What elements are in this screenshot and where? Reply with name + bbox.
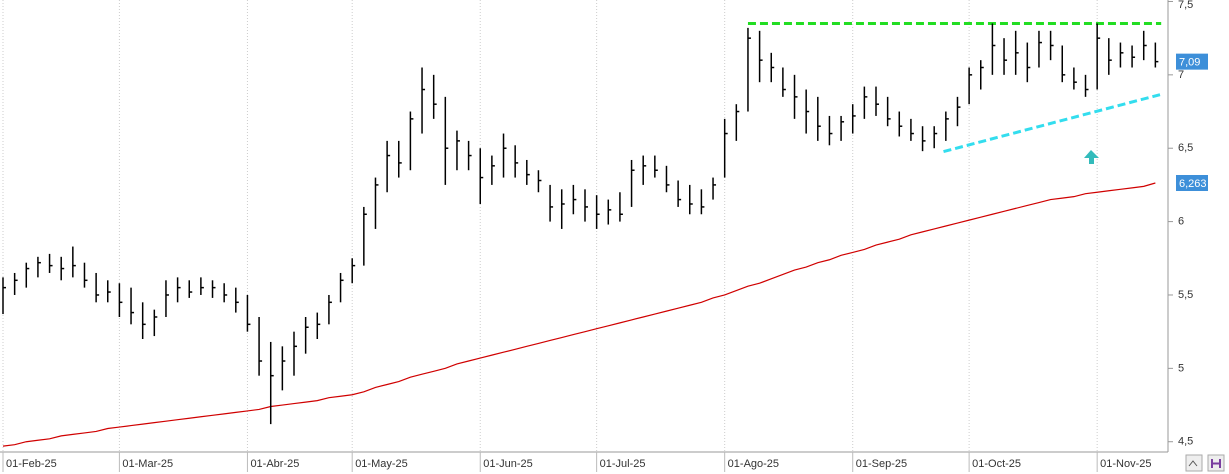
x-tick-label: 01-Ago-25 [728, 458, 779, 470]
trendline [943, 93, 1161, 154]
y-tick-label: 5 [1178, 362, 1184, 374]
x-tick-label: 01-Feb-25 [6, 458, 57, 470]
y-tick-label: 4,5 [1178, 436, 1193, 448]
x-tick-label: 01-Jul-25 [600, 458, 646, 470]
signal-arrow [1084, 150, 1099, 164]
y-tick-label: 5,5 [1178, 289, 1193, 301]
x-tick-label: 01-Oct-25 [972, 458, 1021, 470]
price-tag-label: 6,263 [1179, 178, 1207, 190]
moving-average [2, 182, 1156, 447]
x-tick-label: 01-Sep-25 [856, 458, 907, 470]
price-tag [1176, 53, 1208, 70]
y-tick-label: 7,5 [1178, 0, 1193, 11]
zoom-icon [1188, 460, 1198, 467]
y-tick-label: 7 [1178, 69, 1184, 81]
x-tick-label: 01-Abr-25 [250, 458, 299, 470]
x-tick-label: 01-Nov-25 [1100, 458, 1151, 470]
x-tick-label: 01-May-25 [355, 458, 408, 470]
price-tag [1176, 175, 1208, 192]
x-tick-label: 01-Mar-25 [122, 458, 173, 470]
y-tick-label: 6 [1178, 216, 1184, 228]
x-tick-label: 01-Jun-25 [483, 458, 533, 470]
history-icon [1211, 459, 1221, 468]
price-tag-label: 7,09 [1179, 57, 1200, 69]
y-tick-label: 6,5 [1178, 142, 1193, 154]
